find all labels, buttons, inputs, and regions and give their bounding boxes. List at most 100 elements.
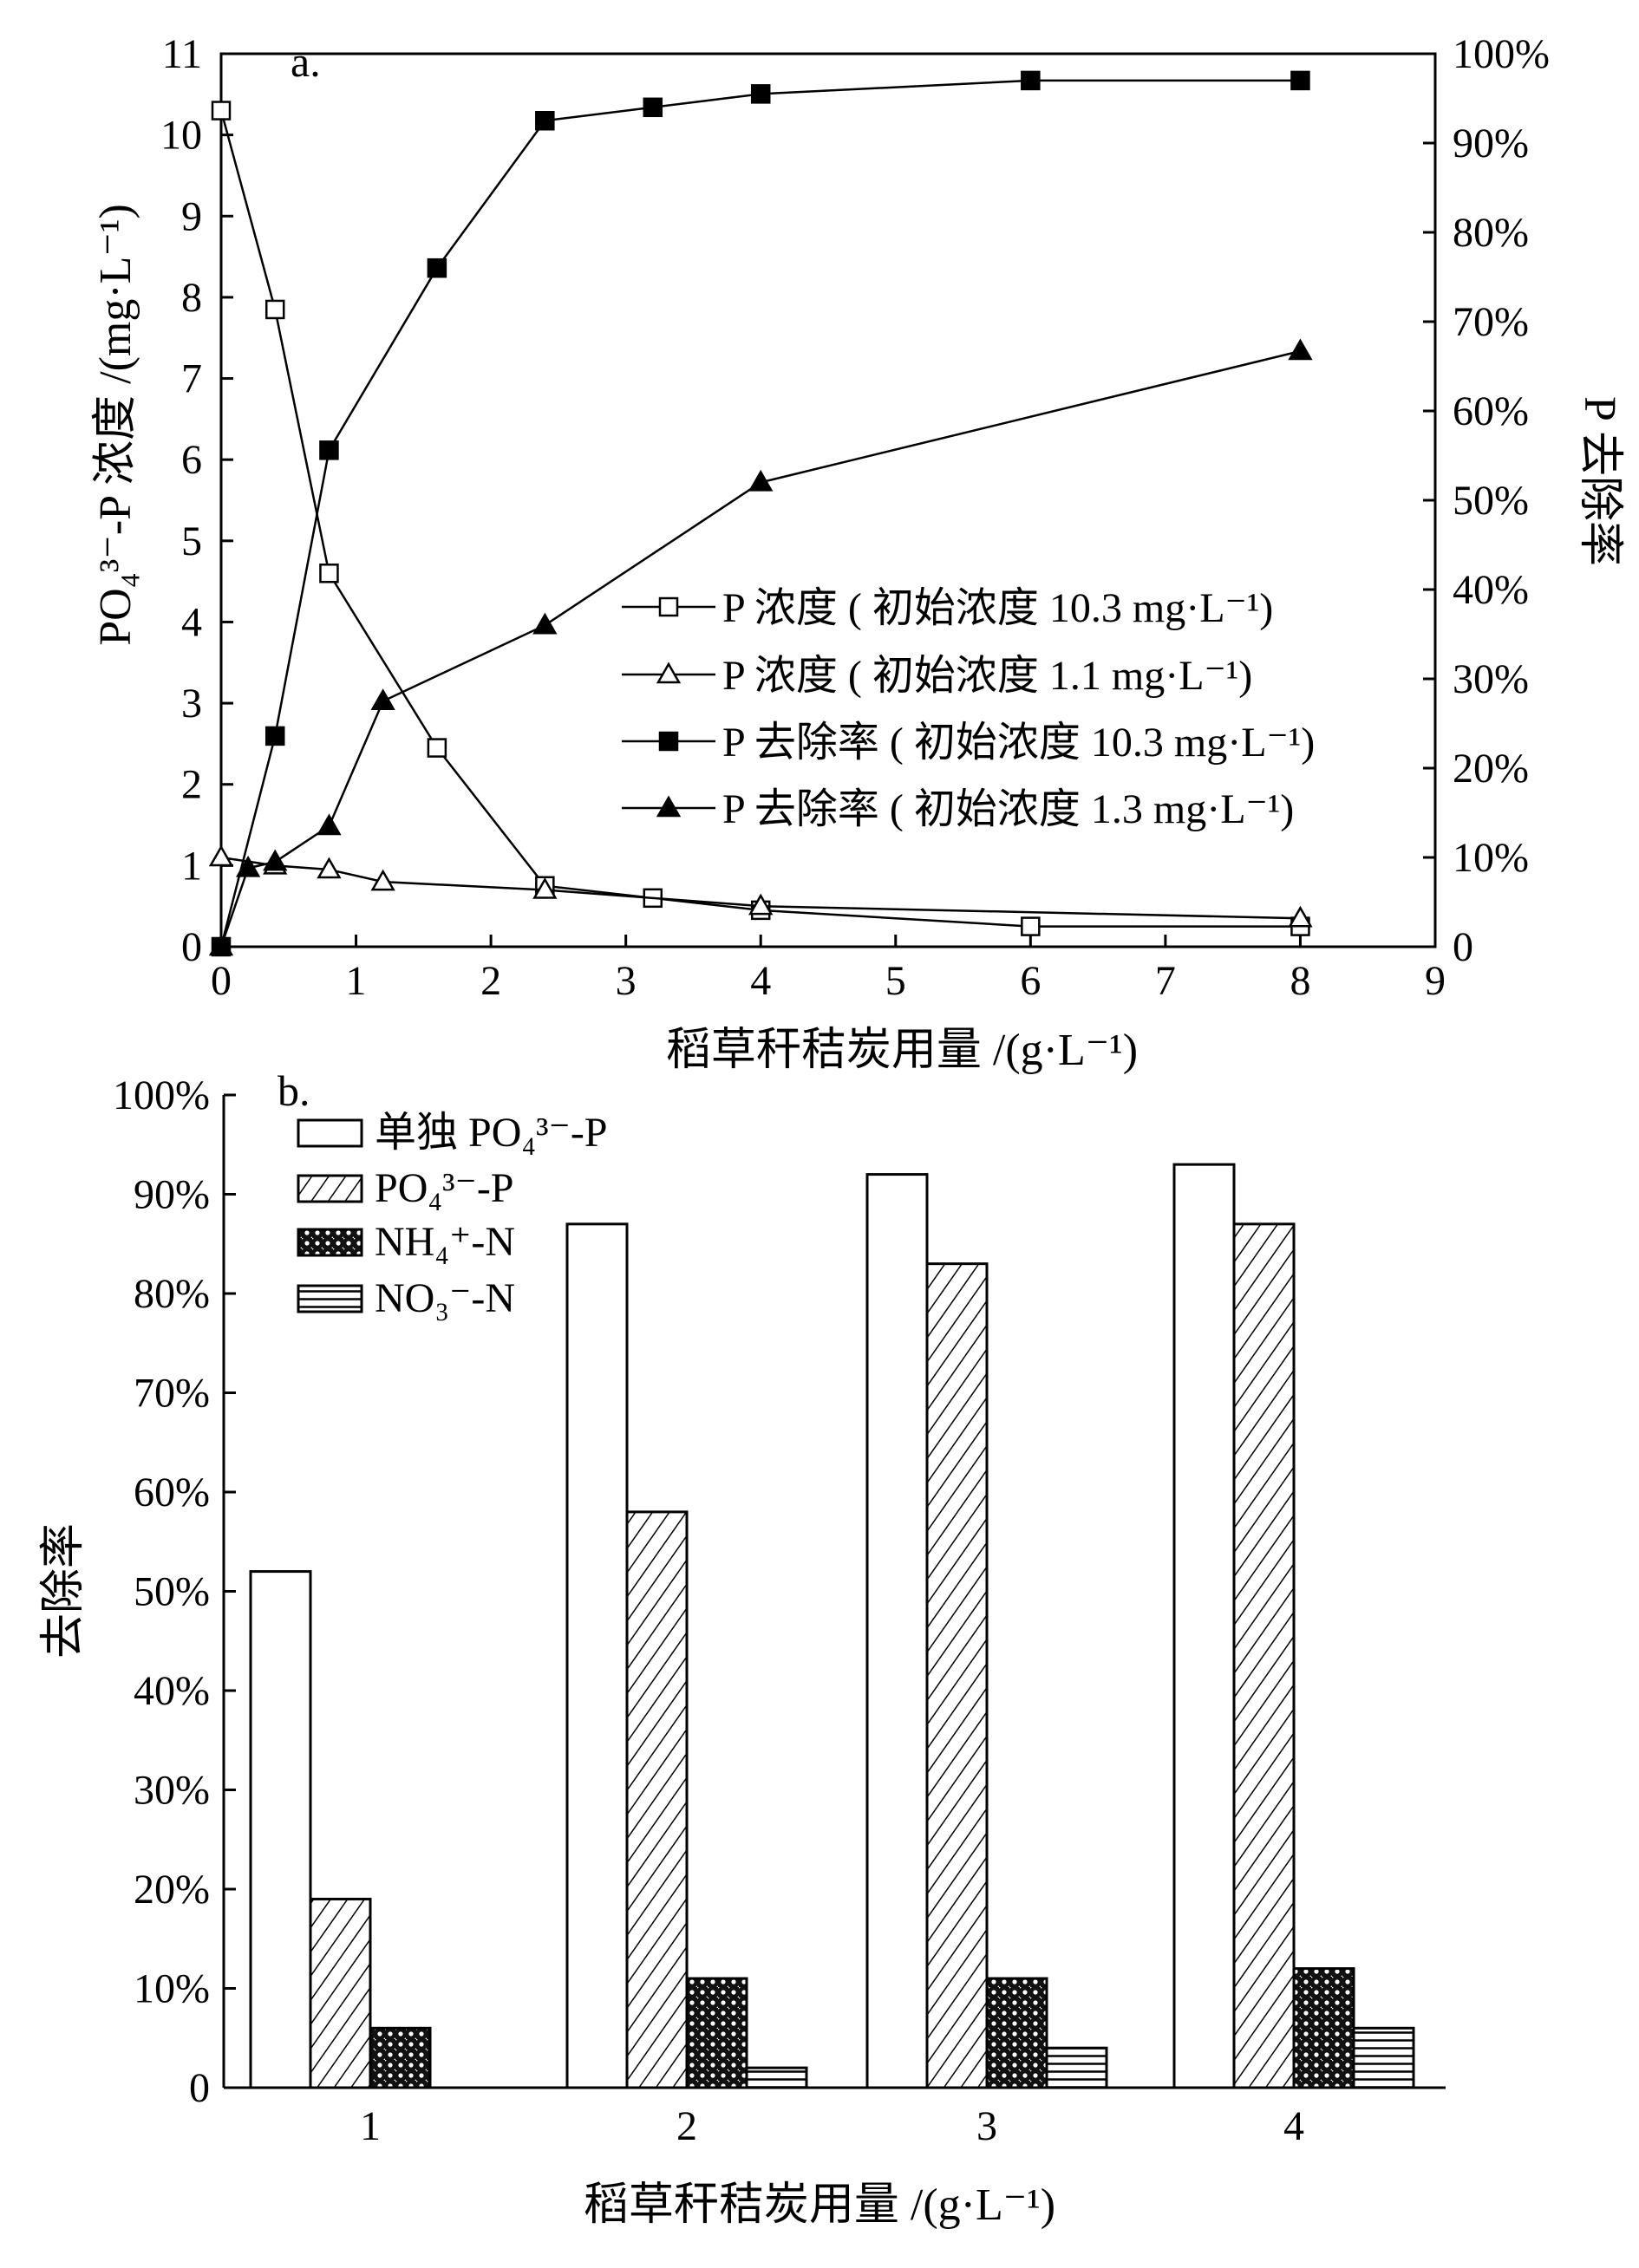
y2-tick-label-a: 100% [1453, 31, 1550, 77]
y-tick-label-b: 70% [134, 1371, 210, 1417]
y-tick-label-b: 80% [134, 1271, 210, 1317]
legend-swatch-b [297, 1228, 363, 1257]
data-point-a [643, 97, 663, 118]
y-axis-label-b: 去除率 [39, 1523, 88, 1659]
series-a-3 [208, 338, 1313, 956]
y2-tick-label-a: 20% [1453, 746, 1529, 792]
y-tick-label-b: 0 [189, 2065, 210, 2111]
legend-label-a: P 浓度 ( 初始浓度 1.1 mg·L⁻¹) [722, 653, 1252, 699]
y-tick-label-a: 8 [181, 275, 202, 321]
bar-empty [249, 1570, 312, 2089]
y-tick-label-a: 4 [181, 599, 202, 645]
panel-label-a: a. [291, 37, 321, 86]
y-tick-label-b: 100% [113, 1072, 210, 1118]
data-point-a [1290, 70, 1310, 91]
x-tick-label-b: 4 [1283, 2103, 1304, 2149]
data-point-a [235, 855, 261, 877]
panel-label-b: b. [278, 1066, 310, 1115]
legend-marker-a [658, 731, 679, 752]
legend-a: P 浓度 ( 初始浓度 10.3 mg·L⁻¹) P 浓度 ( 初始浓度 1.1 … [622, 585, 1315, 832]
x-tick-label-a: 8 [1290, 958, 1310, 1004]
x-tick-label-b: 2 [676, 2103, 697, 2149]
legend-label-b: NH₄⁺-N [375, 1219, 515, 1265]
x-tick-label-b: 3 [976, 2103, 997, 2149]
data-point-a [208, 934, 234, 956]
data-point-a [370, 869, 395, 891]
y2-tick-label-a: 30% [1453, 656, 1529, 702]
bar-crosshatch [685, 1977, 748, 2089]
y-tick-label-b: 30% [134, 1768, 210, 1814]
data-point-a [1021, 916, 1041, 936]
data-point-a [427, 738, 447, 758]
x-tick-label-a: 6 [1020, 958, 1041, 1004]
x-axis-label-b: 稻草秆秸炭用量 /(g·L⁻¹) [584, 2180, 1055, 2230]
y-axis-label-a: PO₄³⁻-P 浓度 /(mg·L⁻¹) [91, 204, 140, 646]
legend-label-a: P 去除率 ( 初始浓度 1.3 mg·L⁻¹) [722, 786, 1294, 832]
y2-tick-label-a: 80% [1453, 210, 1529, 256]
y-tick-label-a: 6 [181, 437, 202, 483]
data-point-a [1288, 905, 1313, 928]
y-tick-label-a: 10 [160, 113, 202, 159]
x-tick-label-a: 7 [1155, 958, 1176, 1004]
data-point-a [317, 813, 342, 836]
y-tick-label-b: 40% [134, 1668, 210, 1714]
x-tick-label-a: 9 [1425, 958, 1446, 1004]
y-tick-label-a: 11 [162, 31, 202, 77]
y-tick-label-a: 5 [181, 518, 202, 564]
bar-crosshatch [369, 2026, 432, 2089]
data-point-a [750, 84, 771, 104]
data-point-a [264, 726, 285, 746]
bar-empty [565, 1222, 629, 2089]
data-point-a [748, 469, 774, 492]
y2-tick-label-a: 90% [1453, 121, 1529, 166]
x-tick-label-a: 0 [211, 958, 232, 1004]
legend-marker-a [658, 596, 679, 617]
data-point-a [1021, 70, 1041, 91]
y-tick-label-b: 50% [134, 1569, 210, 1615]
bar-diagonal-hatch [309, 1897, 372, 2089]
legend-b: 单独 PO₄³⁻-P PO₄³⁻-P NH₄⁺-N NO₃⁻-N [297, 1110, 608, 1321]
data-point-a [535, 111, 555, 131]
legend-label-a: P 去除率 ( 初始浓度 10.3 mg·L⁻¹) [722, 720, 1315, 766]
data-point-a [748, 893, 774, 916]
y-tick-label-a: 7 [181, 356, 202, 402]
data-point-a [427, 257, 447, 278]
data-point-a [319, 440, 339, 460]
bar-empty [865, 1173, 929, 2089]
bar-crosshatch [985, 1977, 1048, 2089]
bar-diagonal-hatch [1232, 1222, 1296, 2089]
legend-swatch-b [297, 1284, 363, 1313]
bar-horizontal-lines [745, 2066, 808, 2089]
bar-diagonal-hatch [625, 1510, 689, 2089]
x-axis-label-a: 稻草秆秸炭用量 /(g·L⁻¹) [666, 1026, 1138, 1075]
chart-b: b. 稻草秆秸炭用量 /(g·L⁻¹) 去除率 0 10% 20% 30% 40% 50%… [39, 1066, 1446, 2230]
data-point-a [263, 849, 288, 871]
legend-swatch-b [297, 1174, 363, 1203]
bar-horizontal-lines [1045, 2046, 1108, 2089]
y-tick-label-b: 10% [134, 1966, 210, 2012]
data-point-a [317, 857, 342, 879]
data-point-a [532, 612, 558, 635]
legend-label-b: 单独 PO₄³⁻-P [375, 1110, 608, 1156]
y-tick-label-b: 60% [134, 1470, 210, 1515]
data-point-a [532, 877, 558, 899]
x-tick-label-a: 3 [616, 958, 637, 1004]
y2-axis-label-a: P 去除率 [1575, 396, 1624, 566]
y-tick-label-a: 3 [181, 681, 202, 727]
x-tick-label-a: 5 [885, 958, 906, 1004]
data-point-a [1288, 338, 1313, 361]
y-tick-label-b: 20% [134, 1867, 210, 1913]
bar-empty [1172, 1163, 1236, 2089]
legend-swatch-b [297, 1118, 363, 1148]
data-point-a [264, 299, 285, 320]
legend-marker-a [656, 662, 682, 684]
y2-tick-label-a: 0 [1453, 924, 1473, 970]
data-point-a [370, 688, 395, 710]
x-tick-label-a: 4 [750, 958, 771, 1004]
y-tick-label-b: 90% [134, 1172, 210, 1218]
data-point-a [319, 564, 339, 583]
y-tick-label-a: 0 [181, 924, 202, 970]
legend-label-b: PO₄³⁻-P [375, 1165, 514, 1211]
y2-tick-label-a: 50% [1453, 478, 1529, 524]
